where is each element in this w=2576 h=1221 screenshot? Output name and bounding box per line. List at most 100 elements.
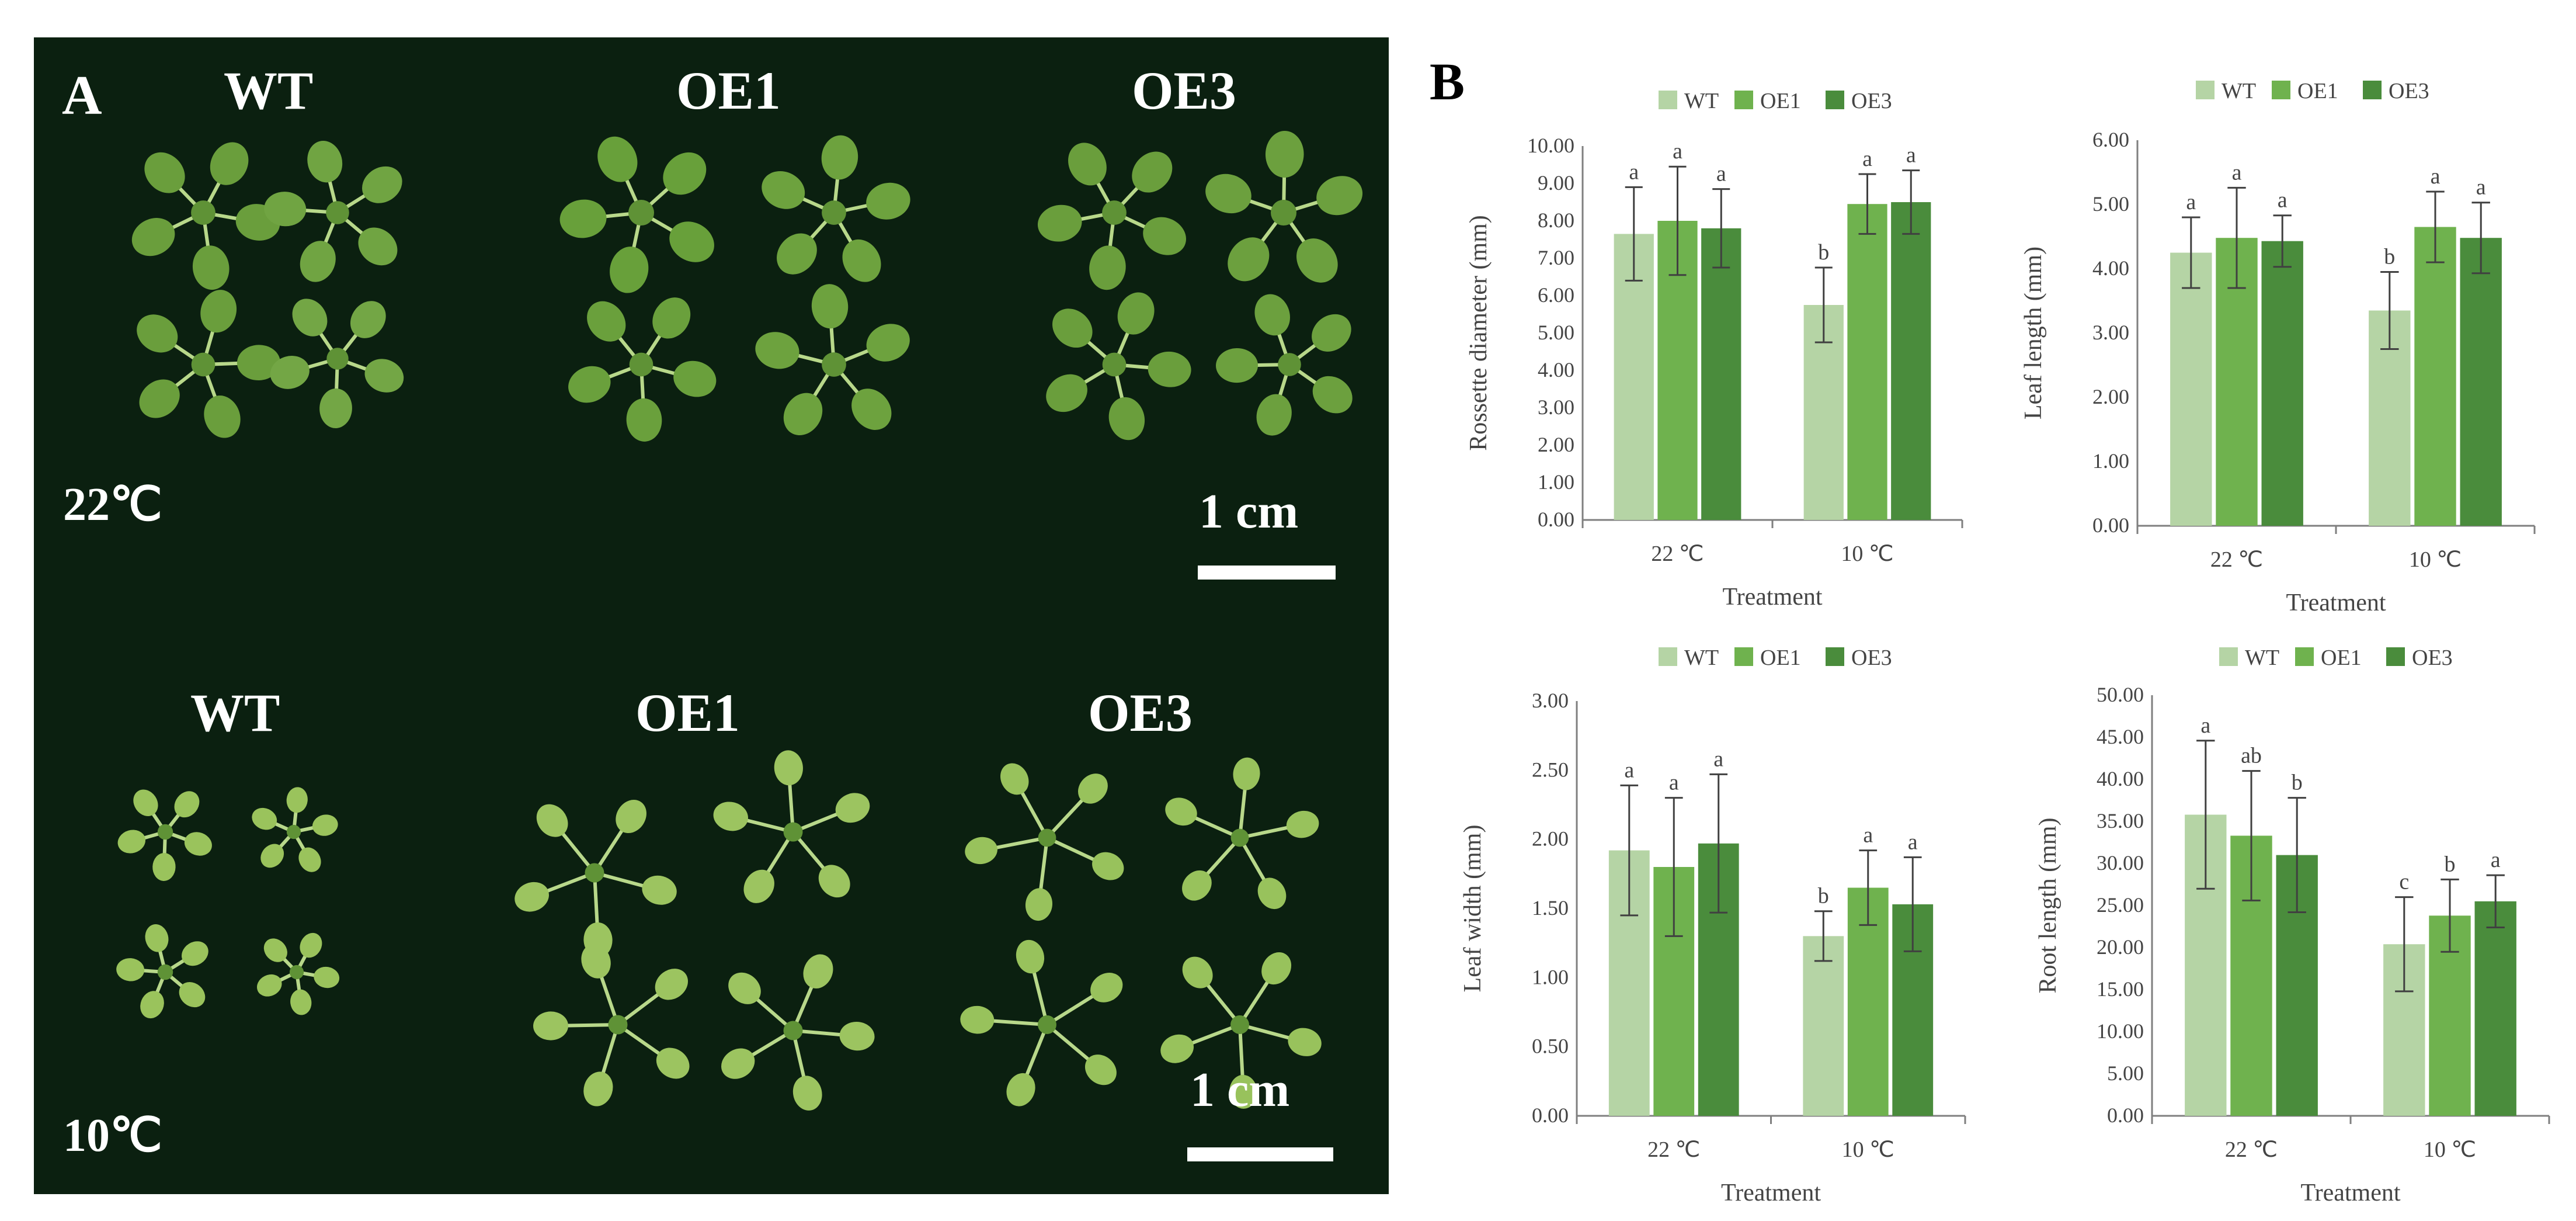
y-tick-label: 0.00 [1532,1104,1569,1127]
significance-letter: a [1908,830,1918,854]
y-tick-label: 30.00 [2097,851,2144,875]
bar-oe3-10c [2474,901,2516,1116]
y-tick-label: 10.00 [2097,1019,2144,1043]
legend-swatch-oe1 [2295,647,2314,666]
x-axis-title: Treatment [1721,1180,1821,1206]
y-tick-label: 0.50 [1532,1035,1569,1058]
legend-label-wt: WT [2222,79,2256,103]
legend-swatch-wt [2196,81,2215,99]
root-length-chart: 0.00 5.00 10.00 15.00 20.00 25.00 30.00 35.00 40… [2035,646,2550,1206]
legend-label-wt: WT [2245,646,2279,670]
y-tick-label: 2.00 [2092,385,2129,408]
legend-label-oe1: OE1 [1760,646,1801,670]
legend-label-oe1: OE1 [2321,646,2362,670]
seedling [1160,952,1322,1109]
genotype-label-oe1-10c: OE1 [635,683,740,743]
seedling [713,750,870,903]
seedling [533,944,690,1106]
y-tick-label: 6.00 [2092,128,2129,151]
error-bar [1814,266,1833,344]
significance-letter: ab [2241,744,2262,768]
error-bar [1814,910,1833,962]
legend-swatch-oe3 [2363,81,2382,99]
x-tick-label: 22 ℃ [1651,542,1704,566]
seedling [116,924,208,1019]
legend-label-oe1: OE1 [2297,79,2338,103]
legend-swatch-wt [1659,647,1677,666]
seedling [270,299,404,428]
error-bar [1859,849,1878,926]
bar-wt-22c [1614,234,1654,520]
error-bar [2395,896,2414,993]
seedling [117,789,212,881]
significance-letter: a [2431,164,2441,189]
y-tick-label: 25.00 [2097,893,2144,917]
leaf-length-chart: 0.00 1.00 2.00 3.00 4.00 5.00 6.00 a a a 22 ℃ b a a 10… [2020,79,2536,616]
genotype-label-oe3-22c: OE3 [1132,61,1236,120]
legend-label-oe3: OE3 [2412,646,2453,670]
x-tick-label: 10 ℃ [2409,547,2462,572]
significance-letter: a [2491,848,2501,872]
seedling-photo [116,131,1363,1111]
y-tick-label: 40.00 [2097,767,2144,790]
y-tick-label: 4.00 [2092,256,2129,280]
x-tick-label: 10 ℃ [1842,1137,1894,1162]
legend-swatch-oe1 [2272,81,2290,99]
error-bar [1668,165,1687,276]
legend-label-wt: WT [1684,89,1719,113]
error-bar [2227,186,2246,289]
legend-label-oe1: OE1 [1760,89,1801,113]
bar-oe3-22c [2261,241,2303,526]
seedling [762,135,910,282]
y-tick-label: 1.00 [1538,470,1574,494]
significance-letter: a [1863,823,1873,848]
y-tick-label: 5.00 [2092,192,2129,216]
seedling [1216,294,1353,436]
error-bar [2273,214,2292,268]
significance-letter: a [1713,747,1723,771]
seedling [137,290,280,438]
error-bar [1712,188,1730,269]
y-tick-label: 15.00 [2097,977,2144,1001]
y-tick-label: 0.00 [2107,1104,2144,1127]
y-tick-label: 2.50 [1532,758,1569,781]
y-tick-label: 1.00 [1532,965,1569,988]
seedling [559,136,714,293]
legend-swatch-wt [1659,91,1677,109]
error-bar [1664,797,1683,937]
y-tick-label: 0.00 [1538,508,1574,531]
temperature-label-22c: 22℃ [63,479,162,530]
y-tick-label: 0.00 [2092,514,2129,537]
error-bar [1902,169,1920,235]
error-bar [2196,740,2215,890]
seedling [1046,292,1191,440]
significance-letter: a [1629,159,1639,184]
legend-swatch-oe1 [1734,91,1753,109]
significance-letter: a [1624,758,1634,782]
error-bar [2441,878,2459,953]
y-axis-title: Rossette diameter (mm) [1465,215,1492,451]
seedling [568,297,717,442]
seedling [960,939,1123,1106]
y-tick-label: 10.00 [1527,134,1574,157]
legend-swatch-oe3 [1826,647,1844,666]
x-tick-label: 22 ℃ [1647,1137,1700,1162]
significance-letter: b [2445,852,2456,876]
error-bar [2471,202,2490,275]
x-axis-title: Treatment [1722,584,1822,610]
error-bar [2182,216,2200,289]
x-tick-label: 10 ℃ [2424,1137,2476,1162]
y-tick-label: 9.00 [1538,171,1574,195]
seedling [755,284,910,436]
seedling [1205,131,1363,283]
scale-label-top: 1 cm [1199,484,1299,539]
scale-label-bottom: 1 cm [1190,1063,1290,1117]
significance-letter: a [1906,143,1916,168]
legend-label-oe3: OE3 [2389,79,2429,103]
seedling [514,800,677,958]
y-tick-label: 5.00 [1538,321,1574,344]
legend-swatch-wt [2219,647,2238,666]
seedling [1165,757,1319,910]
bar-oe3-10c [2460,238,2502,526]
legend-label-oe3: OE3 [1851,646,1892,670]
